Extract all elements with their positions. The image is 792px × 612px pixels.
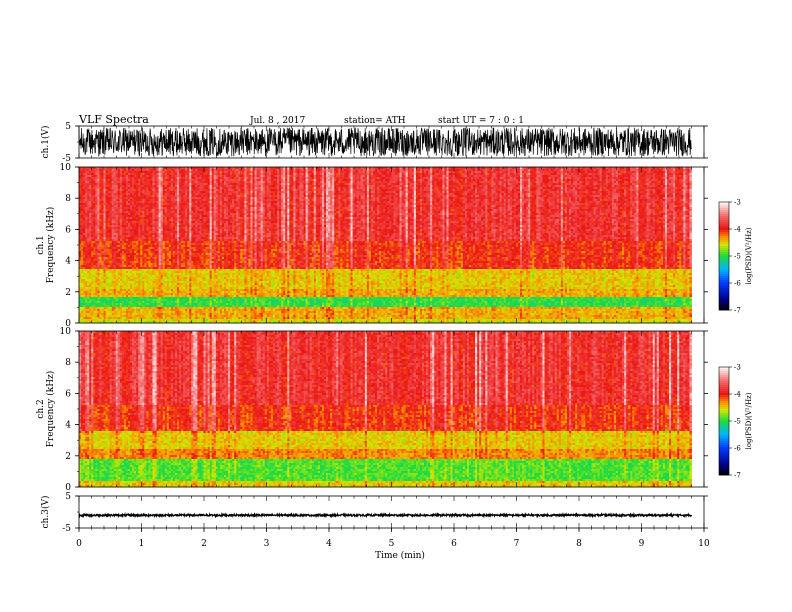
spectrogram-cells	[79, 167, 692, 323]
ch1-waveform-panel: 5-5ch.1(V)	[40, 122, 708, 164]
station-label: station= ATH	[344, 116, 406, 126]
y-axis-label: ch.1(V)	[40, 126, 51, 159]
start-time-label: start UT = 7 : 0 : 1	[438, 116, 524, 126]
figure-title: VLF Spectra	[78, 113, 149, 126]
waveform-trace	[79, 128, 692, 157]
y-tick-label: 5	[65, 122, 71, 132]
date-label: Jul. 8 , 2017	[249, 116, 305, 126]
